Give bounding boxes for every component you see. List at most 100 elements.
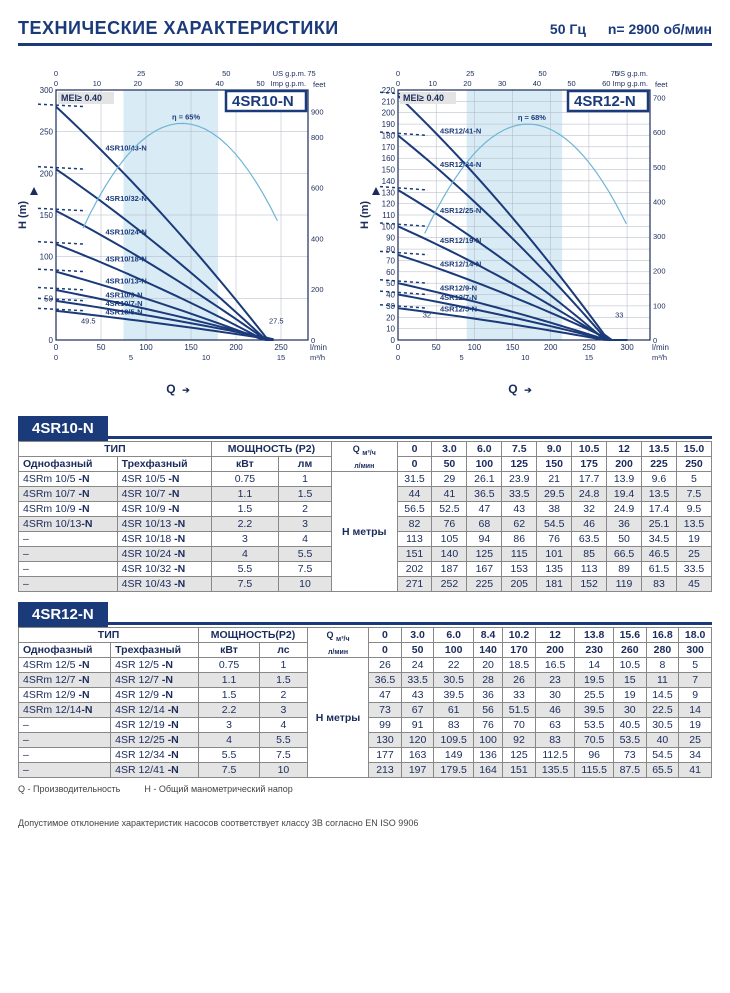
svg-text:H (m): H (m): [18, 201, 29, 229]
svg-text:60: 60: [386, 268, 395, 277]
tables-area: 4SR10-NТИПМОЩНОСТЬ (Р2)Q м³/чл/мин03.06.…: [18, 416, 712, 778]
svg-text:Imp g.p.m.: Imp g.p.m.: [271, 79, 306, 88]
svg-text:25: 25: [466, 69, 474, 78]
svg-text:4SR10/5-N: 4SR10/5-N: [106, 307, 143, 316]
svg-text:100: 100: [468, 343, 482, 352]
svg-text:0: 0: [54, 343, 59, 352]
table-row: 4SRm 12/5 -N4SR 12/5 -N0.751Н метры26242…: [19, 658, 712, 673]
h-legend: H - Общий манометрический напор: [144, 784, 292, 794]
svg-text:160: 160: [382, 154, 396, 163]
svg-text:l/min: l/min: [652, 343, 669, 352]
svg-text:4SR10/18-N: 4SR10/18-N: [106, 254, 147, 263]
svg-text:50: 50: [97, 343, 106, 352]
svg-text:90: 90: [386, 234, 395, 243]
tol-note: Допустимое отклонение характеристик насо…: [18, 818, 418, 828]
svg-text:50: 50: [44, 294, 53, 303]
svg-text:600: 600: [653, 128, 666, 137]
header-specs: 50 Гц n= 2900 об/мин: [532, 21, 712, 37]
svg-text:150: 150: [40, 211, 54, 220]
svg-text:250: 250: [40, 128, 54, 137]
svg-text:50: 50: [256, 79, 264, 88]
svg-text:40: 40: [533, 79, 541, 88]
svg-text:10: 10: [521, 353, 529, 362]
svg-text:0: 0: [396, 343, 401, 352]
svg-text:250: 250: [582, 343, 596, 352]
svg-text:33: 33: [615, 310, 623, 319]
svg-text:15: 15: [277, 353, 285, 362]
svg-text:30: 30: [386, 302, 395, 311]
svg-text:4SR12/19-N: 4SR12/19-N: [440, 236, 481, 245]
svg-text:150: 150: [382, 166, 396, 175]
svg-text:200: 200: [40, 169, 54, 178]
svg-text:0: 0: [396, 69, 400, 78]
svg-text:4SR12-N: 4SR12-N: [574, 93, 636, 110]
svg-text:220: 220: [382, 86, 396, 95]
svg-text:130: 130: [382, 188, 396, 197]
svg-text:50: 50: [386, 279, 395, 288]
svg-text:100: 100: [382, 222, 396, 231]
svg-text:210: 210: [382, 97, 396, 106]
svg-text:100: 100: [40, 253, 54, 262]
svg-text:4SR10/13-N: 4SR10/13-N: [106, 276, 147, 285]
svg-text:l/min: l/min: [310, 343, 327, 352]
svg-text:40: 40: [386, 291, 395, 300]
svg-text:170: 170: [382, 143, 396, 152]
svg-text:32: 32: [423, 310, 431, 319]
svg-text:80: 80: [386, 245, 395, 254]
section-title: 4SR12-N: [18, 602, 108, 627]
svg-text:30: 30: [498, 79, 506, 88]
svg-text:m³/h: m³/h: [310, 353, 325, 362]
svg-text:600: 600: [311, 184, 324, 193]
svg-text:300: 300: [620, 343, 634, 352]
q-legend: Q - Производительность: [18, 784, 120, 794]
svg-text:60: 60: [602, 79, 610, 88]
svg-text:250: 250: [274, 343, 288, 352]
svg-text:200: 200: [382, 109, 396, 118]
svg-text:190: 190: [382, 120, 396, 129]
svg-text:4SR10/32-N: 4SR10/32-N: [106, 194, 147, 203]
svg-text:200: 200: [653, 267, 666, 276]
svg-text:feet: feet: [655, 80, 668, 89]
svg-text:4SR12/25-N: 4SR12/25-N: [440, 206, 481, 215]
svg-text:20: 20: [463, 79, 471, 88]
section-4SR12-N: 4SR12-N: [18, 602, 712, 627]
svg-text:20: 20: [134, 79, 142, 88]
svg-text:200: 200: [311, 285, 324, 294]
chart-4SR10-N: 4SR10/43-N4SR10/32-N4SR10/24-N4SR10/18-N…: [18, 60, 338, 380]
svg-text:10: 10: [429, 79, 437, 88]
svg-text:900: 900: [311, 107, 324, 116]
svg-text:50: 50: [538, 69, 546, 78]
svg-text:120: 120: [382, 200, 396, 209]
svg-text:0: 0: [54, 69, 58, 78]
svg-text:10: 10: [202, 353, 210, 362]
svg-text:4SR12/7-N: 4SR12/7-N: [440, 293, 477, 302]
svg-text:100: 100: [139, 343, 153, 352]
q-axis-label: Q ➔: [508, 382, 532, 396]
svg-text:4SR12/14-N: 4SR12/14-N: [440, 260, 481, 269]
svg-text:feet: feet: [313, 80, 326, 89]
svg-text:US g.p.m.: US g.p.m.: [615, 69, 648, 78]
rpm-label: n= 2900 об/мин: [608, 21, 712, 37]
svg-text:40: 40: [215, 79, 223, 88]
svg-text:0: 0: [54, 353, 58, 362]
svg-text:150: 150: [506, 343, 520, 352]
svg-text:100: 100: [653, 301, 666, 310]
freq-label: 50 Гц: [550, 21, 586, 37]
svg-text:0: 0: [396, 353, 400, 362]
svg-text:0: 0: [396, 79, 400, 88]
svg-text:30: 30: [175, 79, 183, 88]
svg-text:50: 50: [567, 79, 575, 88]
svg-text:70: 70: [386, 256, 395, 265]
svg-text:Imp g.p.m.: Imp g.p.m.: [613, 79, 648, 88]
svg-text:US g.p.m.: US g.p.m.: [273, 69, 306, 78]
svg-text:500: 500: [653, 163, 666, 172]
svg-text:300: 300: [40, 86, 54, 95]
svg-text:49.5: 49.5: [81, 316, 96, 325]
footer-row: Q - Производительность H - Общий маномет…: [18, 784, 712, 828]
svg-text:η = 65%: η = 65%: [172, 112, 200, 121]
svg-text:200: 200: [544, 343, 558, 352]
page-title: ТЕХНИЧЕСКИЕ ХАРАКТЕРИСТИКИ: [18, 18, 339, 39]
svg-text:800: 800: [311, 133, 324, 142]
table-4SR12-N: ТИПМОЩНОСТЬ(Р2)Q м³/чл/мин03.06.08.410.2…: [18, 627, 712, 778]
svg-text:140: 140: [382, 177, 396, 186]
